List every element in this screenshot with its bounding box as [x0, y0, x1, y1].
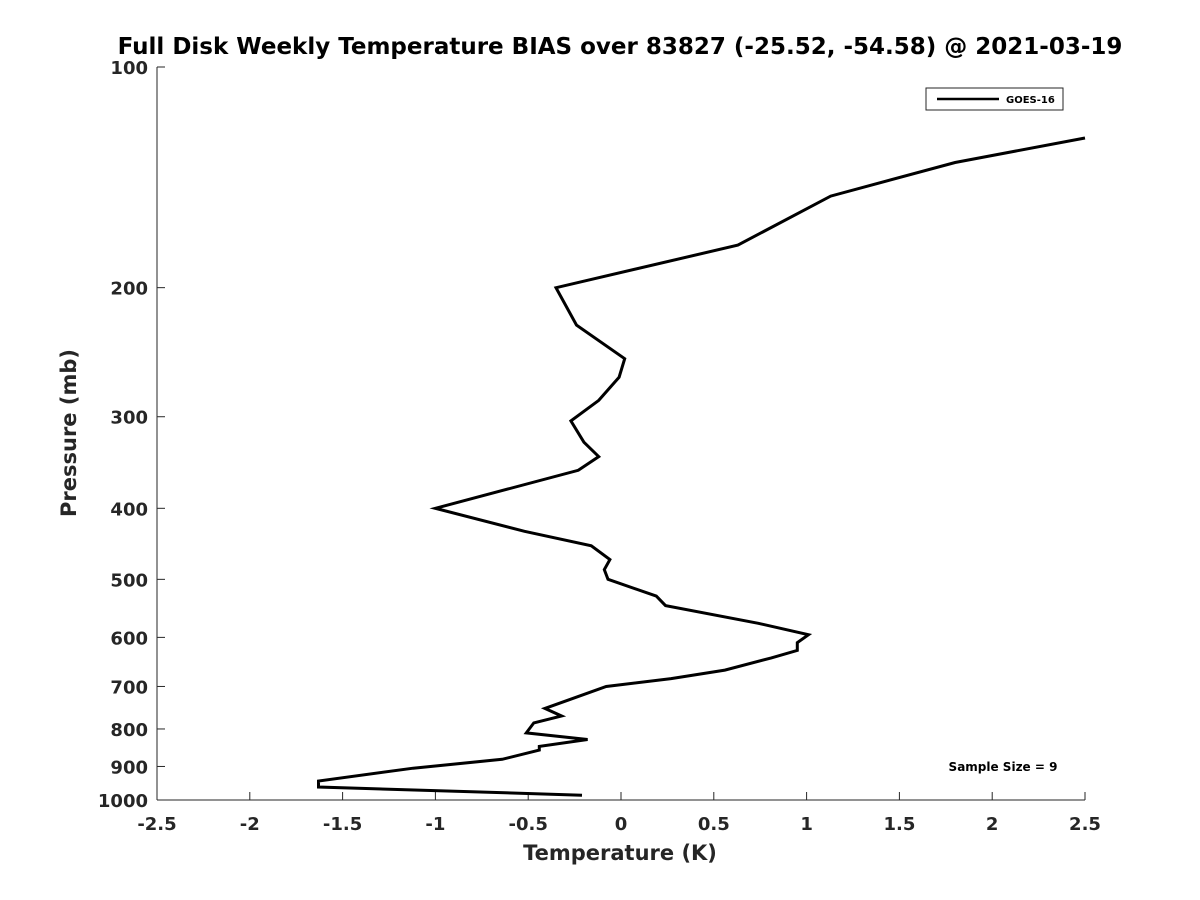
- y-tick-label: 400: [110, 499, 148, 520]
- x-tick-label: -1: [425, 814, 445, 835]
- x-tick-label: -1.5: [323, 814, 362, 835]
- x-tick-label: -2: [240, 814, 260, 835]
- x-tick-label: -0.5: [509, 814, 548, 835]
- x-tick-label: 0: [615, 814, 628, 835]
- x-tick-label: -2.5: [137, 814, 176, 835]
- y-tick-label: 800: [110, 720, 148, 741]
- sample-size-annotation: Sample Size = 9: [949, 760, 1058, 774]
- y-tick-label: 600: [110, 628, 148, 649]
- legend: GOES-16: [925, 87, 1064, 111]
- y-tick-label: 300: [110, 408, 148, 429]
- y-tick-label: 1000: [98, 791, 148, 812]
- x-tick-label: 0.5: [698, 814, 730, 835]
- x-tick-label: 1.5: [883, 814, 915, 835]
- x-tick-label: 2: [986, 814, 999, 835]
- series-layer: [317, 136, 1086, 797]
- x-axis-label: Temperature (K): [523, 841, 717, 865]
- y-tick-label: 100: [110, 58, 148, 79]
- y-axis-ticks: 100 200 300 400 500 600 700 800 900 1000: [98, 58, 165, 812]
- series-line-goes-16: [317, 136, 1086, 797]
- y-axis-label: Pressure (mb): [57, 349, 81, 517]
- chart-title: Full Disk Weekly Temperature BIAS over 8…: [118, 34, 1123, 60]
- y-tick-label: 900: [110, 757, 148, 778]
- y-tick-label: 200: [110, 279, 148, 300]
- x-axis-ticks: -2.5 -2 -1.5 -1 -0.5 0 0.5 1 1.5 2 2.5: [137, 792, 1101, 835]
- legend-entry-goes-16: GOES-16: [1006, 95, 1055, 106]
- y-tick-label: 500: [110, 570, 148, 591]
- x-tick-label: 1: [800, 814, 813, 835]
- x-tick-label: 2.5: [1069, 814, 1101, 835]
- y-tick-label: 700: [110, 677, 148, 698]
